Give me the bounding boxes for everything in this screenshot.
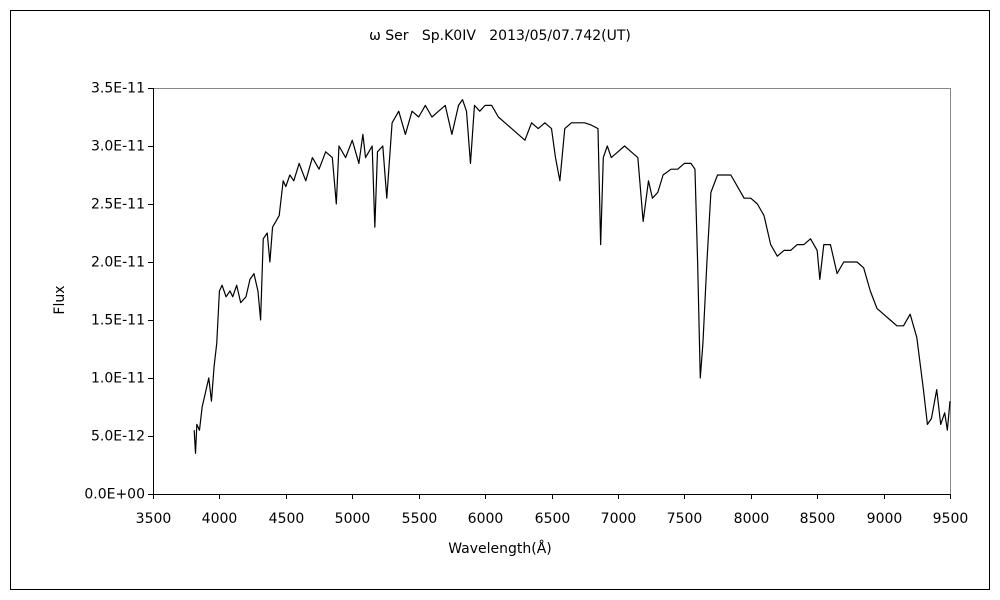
x-tick-label: 5000: [335, 511, 371, 527]
spectrum-line: [193, 99, 951, 454]
x-tick-label: 8000: [734, 511, 770, 527]
x-tick-label: 9000: [867, 511, 903, 527]
y-axis-label: Flux: [52, 285, 68, 314]
y-tick-label: 5.0E-12: [91, 429, 145, 445]
x-tick-label: 4000: [202, 511, 238, 527]
x-tick-label: 6000: [468, 511, 504, 527]
x-tick-label: 5500: [402, 511, 438, 527]
x-axis-label: Wavelength(Å): [448, 540, 552, 557]
x-tick-label: 7000: [601, 511, 637, 527]
x-tick-label: 6500: [535, 511, 571, 527]
x-tick-label: 3500: [136, 511, 172, 527]
x-tick-label: 8500: [800, 511, 836, 527]
x-tick-label: 7500: [667, 511, 703, 527]
y-tick-label: 0.0E+00: [84, 487, 145, 503]
x-tick-label: 9500: [933, 511, 969, 527]
y-tick-label: 3.0E-11: [91, 139, 145, 155]
y-tick-label: 2.0E-11: [91, 255, 145, 271]
chart-frame: [10, 10, 990, 590]
y-tick-label: 2.5E-11: [91, 197, 145, 213]
x-tick-label: 4500: [269, 511, 305, 527]
y-tick-label: 1.5E-11: [91, 313, 145, 329]
chart-title: ω Ser Sp.K0IV 2013/05/07.742(UT): [369, 28, 631, 44]
y-tick-label: 3.5E-11: [91, 81, 145, 97]
y-tick-label: 1.0E-11: [91, 371, 145, 387]
